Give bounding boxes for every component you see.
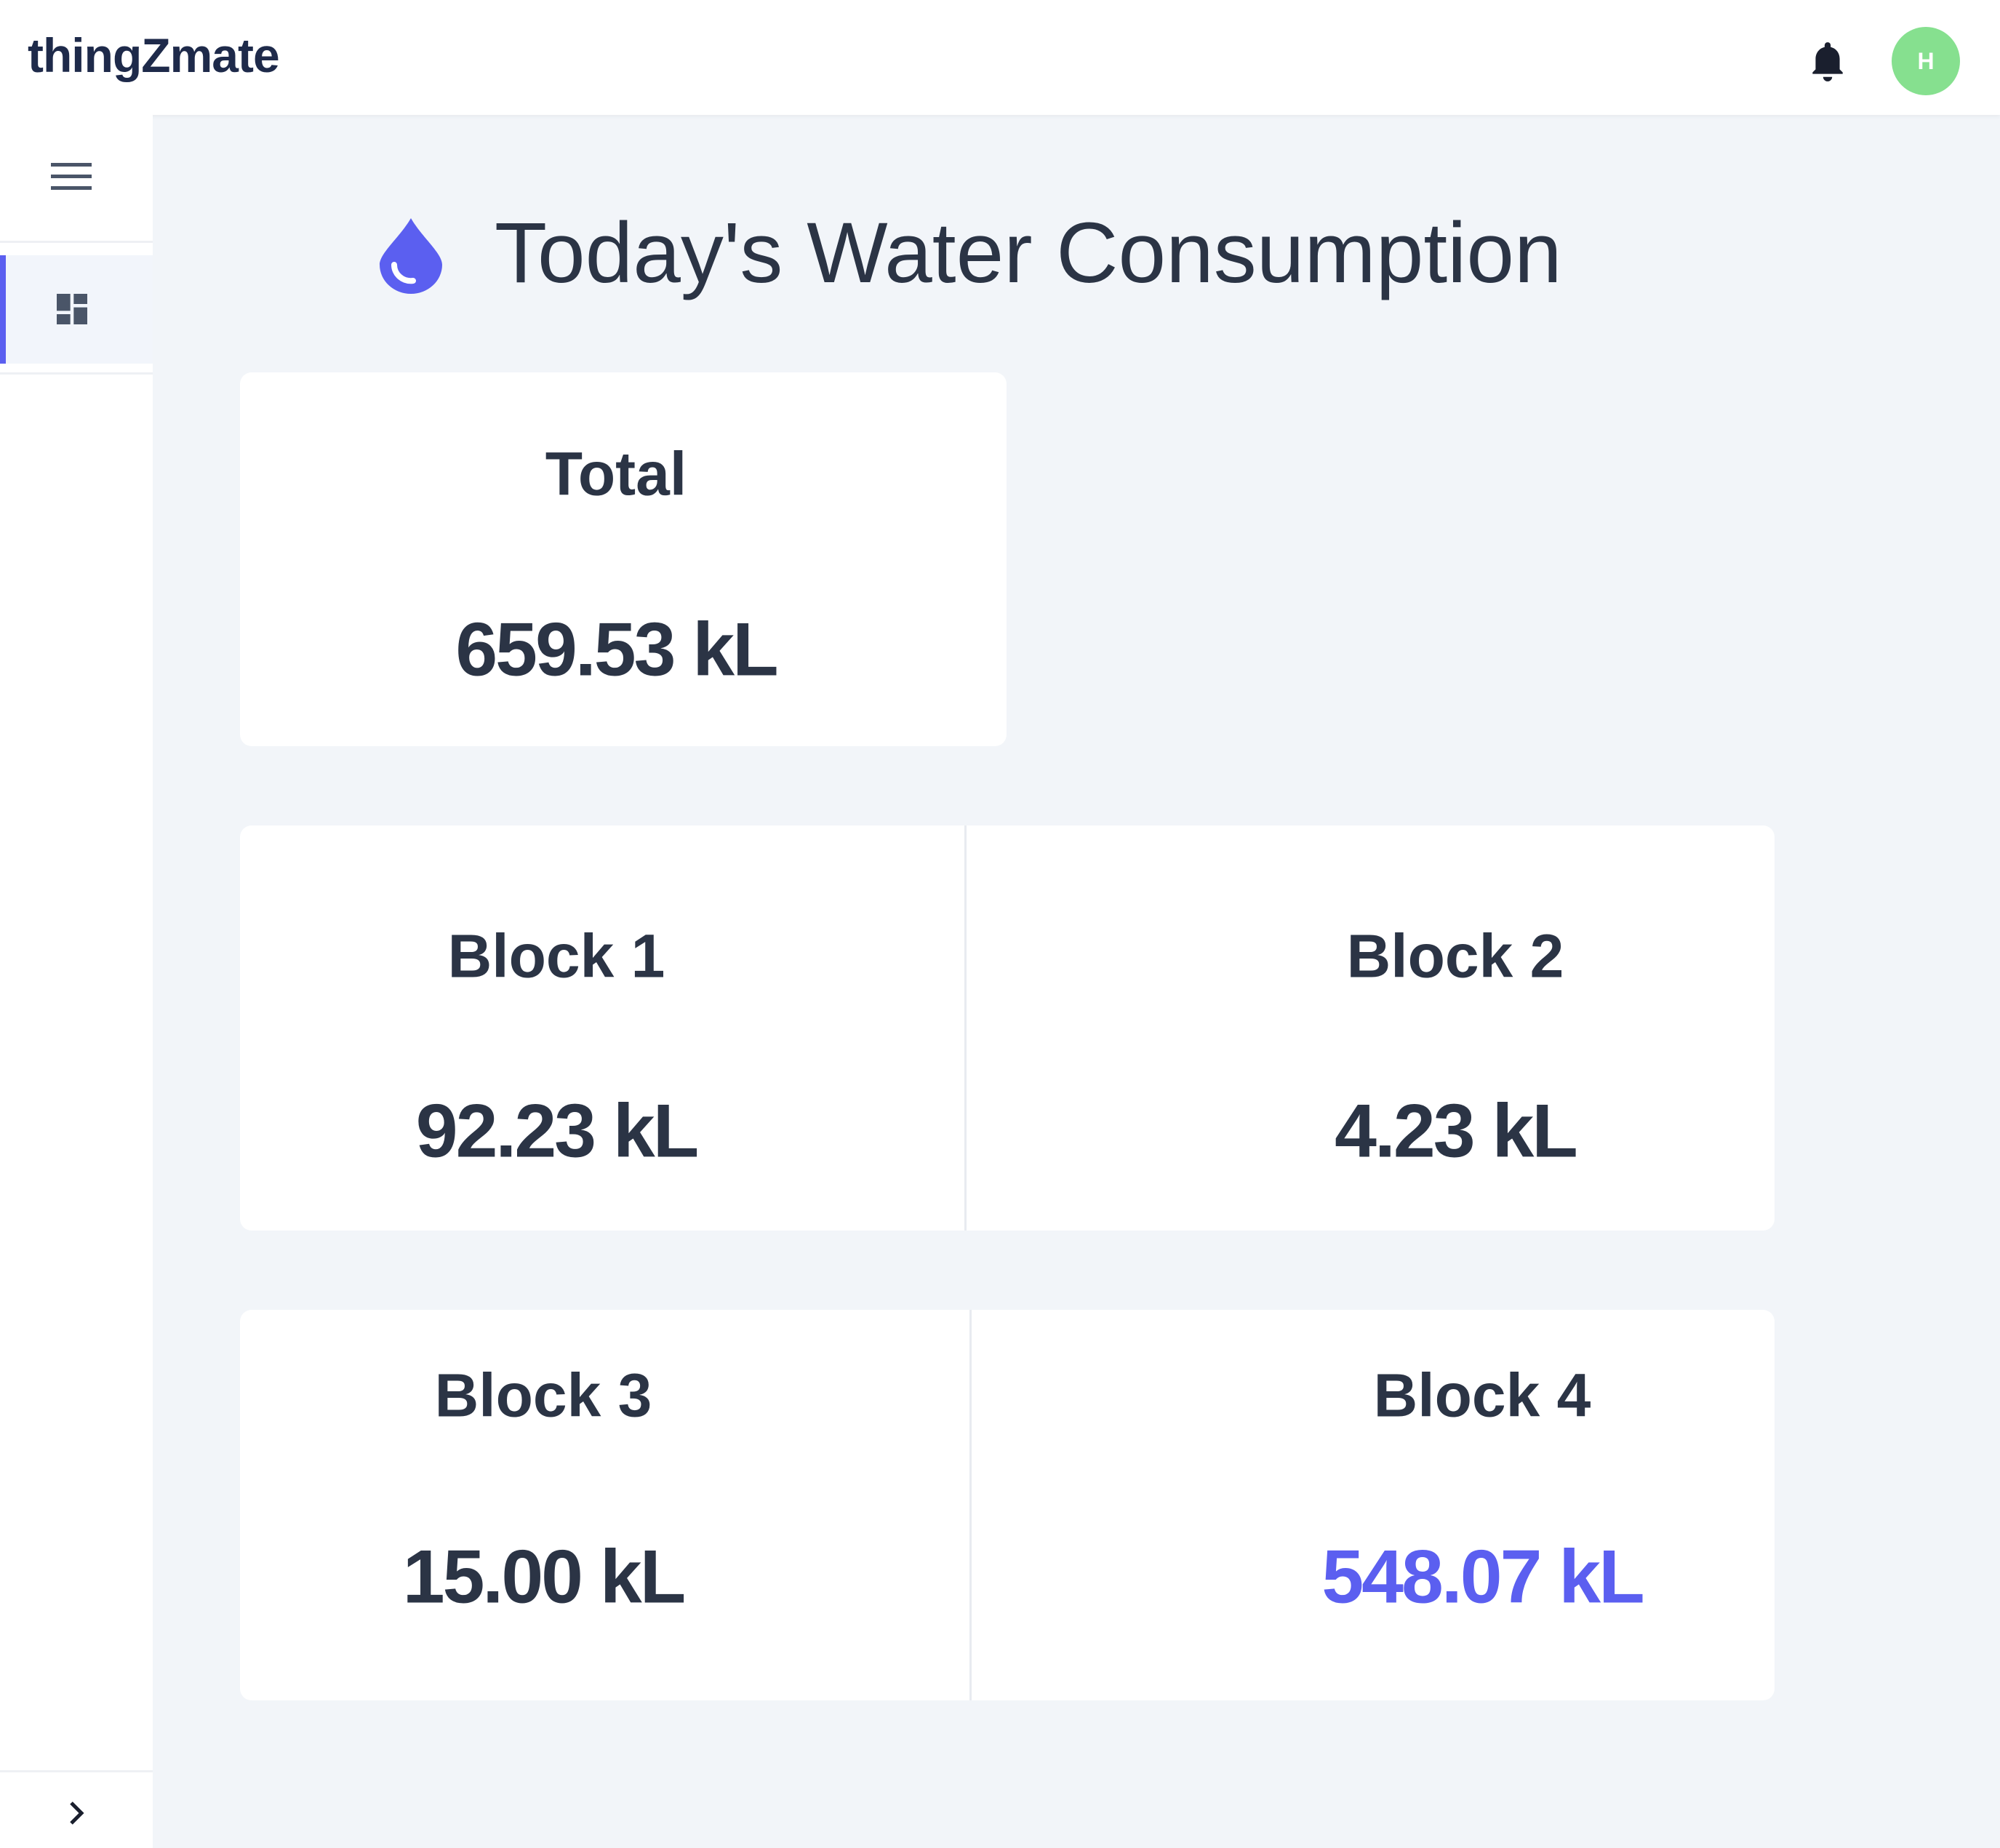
logo[interactable]: thingZmate [28,28,280,82]
separator [0,1770,153,1772]
divider [969,1310,972,1700]
menu-button[interactable] [51,161,92,191]
sidebar [0,115,153,1848]
total-card: Total 659.53 kL [240,372,1007,746]
blocks-row: Block 3 15.00 kL Block 4 548.07 kL [240,1310,1775,1700]
separator [0,241,153,243]
card-label: Total [545,439,687,508]
separator [0,372,153,375]
card-value: 548.07 kL [1321,1535,1644,1620]
water-drop-icon [380,218,442,294]
dashboard-icon [57,294,87,324]
top-bar: thingZmate H [0,0,2000,115]
card-value: 659.53 kL [455,607,778,692]
card-value: 92.23 kL [415,1089,700,1174]
dashboard-nav[interactable] [0,255,153,364]
card-label: Block 4 [1373,1361,1591,1430]
divider [964,825,967,1231]
card-label: Block 2 [1346,921,1564,991]
card-value: 4.23 kL [1335,1089,1578,1174]
page-title: Today's Water Consumption [495,205,1562,301]
user-avatar[interactable]: H [1892,27,1960,95]
active-indicator [0,255,6,364]
notification-bell[interactable] [1809,41,1846,83]
card-label: Block 1 [447,921,665,991]
card-value: 15.00 kL [402,1535,687,1620]
expand-button[interactable] [67,1799,86,1828]
card-label: Block 3 [434,1361,652,1430]
blocks-row: Block 1 92.23 kL Block 2 4.23 kL [240,825,1775,1231]
